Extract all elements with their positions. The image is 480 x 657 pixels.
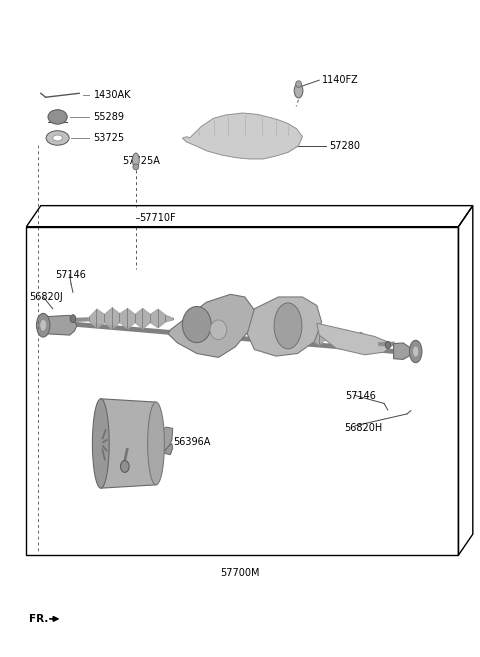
Ellipse shape — [46, 131, 69, 145]
Ellipse shape — [412, 346, 419, 357]
Polygon shape — [168, 294, 254, 357]
Text: FR.: FR. — [29, 614, 48, 624]
Ellipse shape — [53, 135, 62, 141]
Text: 1140FZ: 1140FZ — [322, 75, 359, 85]
Polygon shape — [101, 399, 156, 488]
Ellipse shape — [409, 340, 422, 363]
Text: 57146: 57146 — [346, 390, 376, 401]
Ellipse shape — [274, 303, 302, 349]
Ellipse shape — [70, 315, 76, 323]
Text: 1430AK: 1430AK — [94, 90, 131, 101]
Ellipse shape — [296, 81, 301, 87]
Ellipse shape — [92, 399, 109, 488]
Polygon shape — [46, 315, 77, 335]
Ellipse shape — [182, 306, 211, 343]
Text: 57280: 57280 — [329, 141, 360, 151]
Text: 57700M: 57700M — [220, 568, 260, 578]
Text: 56320G: 56320G — [106, 403, 144, 414]
Polygon shape — [394, 343, 413, 359]
Ellipse shape — [133, 164, 139, 170]
Text: 57138B: 57138B — [106, 469, 143, 480]
Text: 53725: 53725 — [94, 133, 125, 143]
Ellipse shape — [132, 153, 139, 168]
Polygon shape — [164, 443, 173, 455]
Ellipse shape — [385, 342, 391, 348]
Text: 55289: 55289 — [94, 112, 125, 122]
Ellipse shape — [294, 83, 303, 98]
Text: 56820H: 56820H — [345, 423, 383, 434]
Text: 57710F: 57710F — [139, 213, 176, 223]
Text: 57725A: 57725A — [122, 156, 160, 166]
Ellipse shape — [120, 461, 129, 472]
Ellipse shape — [148, 402, 164, 485]
Polygon shape — [247, 297, 322, 356]
Text: 56396A: 56396A — [173, 436, 210, 447]
Polygon shape — [317, 323, 394, 355]
Ellipse shape — [36, 313, 50, 337]
Ellipse shape — [48, 110, 67, 124]
Text: 56820J: 56820J — [29, 292, 62, 302]
Polygon shape — [156, 427, 173, 450]
Text: 57146: 57146 — [55, 269, 86, 280]
Ellipse shape — [40, 319, 47, 331]
Polygon shape — [182, 113, 302, 159]
Ellipse shape — [210, 320, 227, 340]
